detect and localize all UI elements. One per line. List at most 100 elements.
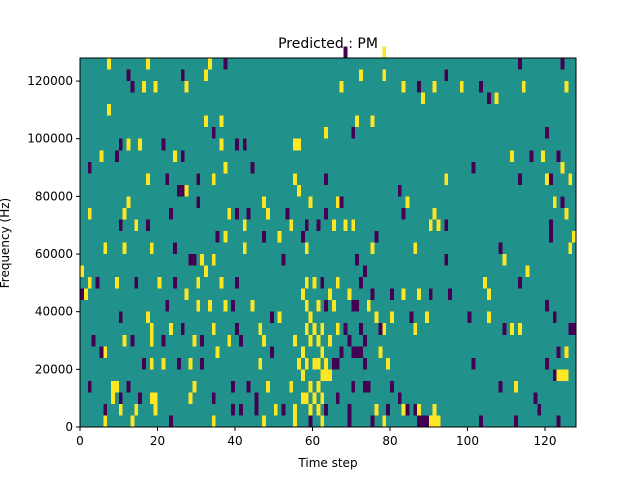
heatmap-cell <box>343 46 348 58</box>
heatmap-cell <box>200 334 205 347</box>
heatmap-cell <box>564 207 569 220</box>
heatmap-cell <box>560 369 565 381</box>
heatmap-cell <box>169 323 174 335</box>
heatmap-cell <box>417 415 422 427</box>
heatmap-cell <box>130 415 135 427</box>
heatmap-cell <box>428 219 433 231</box>
heatmap-cell <box>231 300 236 312</box>
heatmap-cell <box>568 173 573 185</box>
heatmap-cell <box>80 288 84 301</box>
heatmap-cell <box>161 334 166 347</box>
heatmap-cell <box>281 403 286 416</box>
heatmap-cell <box>316 300 321 312</box>
heatmap-cell <box>564 346 569 358</box>
heatmap-cell <box>362 357 367 370</box>
heatmap-cell <box>238 403 243 416</box>
x-tick-label: 80 <box>382 434 397 448</box>
heatmap-cell <box>386 357 391 370</box>
heatmap-cell <box>331 300 336 312</box>
y-tick-label: 120000 <box>27 74 73 88</box>
heatmap-cell <box>541 150 546 162</box>
heatmap-cell <box>355 346 360 358</box>
heatmap-cell <box>351 380 356 393</box>
heatmap-cell <box>87 380 92 393</box>
heatmap-cell <box>351 346 356 358</box>
heatmap-cell <box>548 173 553 185</box>
heatmap-cell <box>405 403 410 416</box>
y-tick-label: 40000 <box>35 305 73 319</box>
heatmap-cell <box>359 346 363 358</box>
heatmap-cell <box>215 230 220 243</box>
heatmap-cell <box>227 207 232 220</box>
heatmap-cell <box>545 300 549 312</box>
heatmap-cell <box>107 58 112 70</box>
heatmap-cell <box>211 415 216 427</box>
heatmap-cell <box>339 346 344 358</box>
heatmap-cell <box>359 277 363 289</box>
heatmap-cell <box>537 403 542 416</box>
heatmap-cell <box>134 277 139 289</box>
heatmap-cell <box>308 380 313 393</box>
heatmap-cell <box>572 323 577 335</box>
heatmap-cell <box>498 380 503 393</box>
heatmap-cell <box>386 403 391 416</box>
heatmap-cell <box>374 311 379 324</box>
heatmap-cell <box>331 219 336 231</box>
heatmap-cell <box>390 288 394 301</box>
heatmap-cell <box>269 346 274 358</box>
heatmap-cell <box>545 127 549 139</box>
heatmap-cell <box>258 323 263 335</box>
heatmap-cell <box>560 161 565 174</box>
x-tick-label: 120 <box>534 434 557 448</box>
heatmap-cell <box>235 138 239 151</box>
x-tick-label: 20 <box>150 434 165 448</box>
heatmap-cell <box>560 196 565 208</box>
heatmap-cell <box>103 346 108 358</box>
heatmap-cell <box>370 115 375 128</box>
heatmap-cell <box>122 334 127 347</box>
heatmap-cell <box>196 300 201 312</box>
heatmap-cell <box>486 92 491 105</box>
heatmap-cell <box>320 369 325 381</box>
heatmap-cell <box>204 69 208 82</box>
y-tick-label: 20000 <box>35 362 73 376</box>
heatmap-cell <box>320 415 325 427</box>
heatmap-cell <box>114 277 119 289</box>
heatmap-cell <box>300 392 305 404</box>
heatmap-cell <box>242 138 247 151</box>
heatmap-cell <box>254 392 259 404</box>
heatmap-cell <box>486 288 491 301</box>
y-axis-label: Frequency (Hz) <box>0 198 12 289</box>
heatmap-cell <box>246 207 251 220</box>
heatmap-cell <box>184 184 189 197</box>
heatmap-cell <box>293 403 298 416</box>
heatmap-cell <box>517 58 522 70</box>
heatmap-cell <box>316 219 321 231</box>
heatmap-cell <box>289 219 294 231</box>
heatmap-cell <box>300 346 305 358</box>
heatmap-cell <box>552 196 557 208</box>
heatmap-cell <box>262 415 267 427</box>
heatmap-cell <box>188 357 193 370</box>
heatmap-cell <box>111 380 115 393</box>
heatmap-cell <box>312 392 317 404</box>
y-tick-label: 60000 <box>35 247 73 261</box>
heatmap-cell <box>339 196 344 208</box>
heatmap-cell <box>370 288 375 301</box>
heatmap-cell <box>316 380 321 393</box>
heatmap-cell <box>324 207 329 220</box>
heatmap-cell <box>211 254 216 266</box>
heatmap-cell <box>173 277 177 289</box>
heatmap-cell <box>211 173 216 185</box>
heatmap-cell <box>436 415 441 427</box>
heatmap-cell <box>211 127 216 139</box>
heatmap-cell <box>362 334 367 347</box>
heatmap-cell <box>192 254 197 266</box>
heatmap-cell <box>238 334 243 347</box>
heatmap-cell <box>207 300 212 312</box>
heatmap-cell <box>331 357 336 370</box>
heatmap-cell <box>176 357 181 370</box>
heatmap-cell <box>145 173 150 185</box>
heatmap-cell <box>335 357 340 370</box>
x-axis-label: Time step <box>297 456 357 470</box>
